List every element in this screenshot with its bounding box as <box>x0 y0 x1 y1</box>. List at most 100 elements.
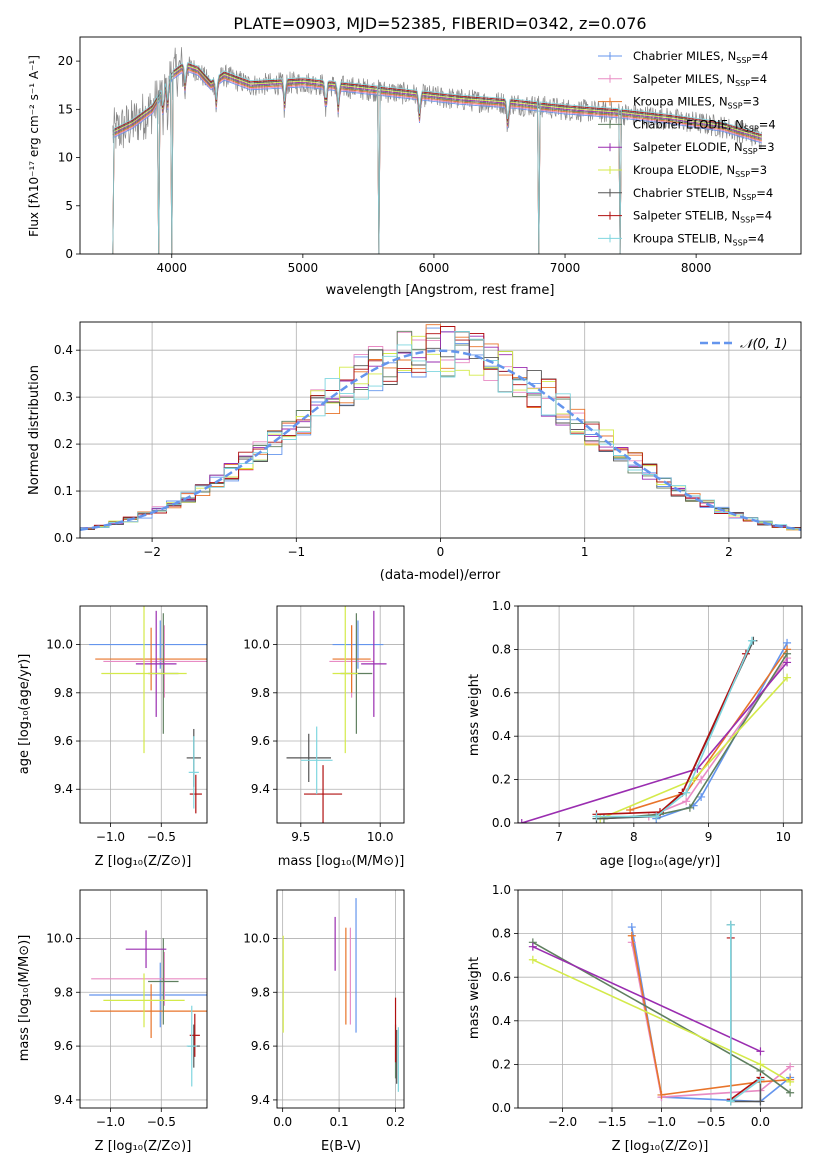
y-tick-label: 9.8 <box>251 686 270 700</box>
y-tick-label: 0.1 <box>54 484 73 498</box>
legend-label-subscript: SSP <box>733 238 748 247</box>
kroupa-stelib-massweight-point <box>682 788 691 797</box>
legend-label: Kroupa STELIB, NSSP=4 <box>633 231 764 247</box>
legend-label-subscript: SSP <box>741 193 756 202</box>
kroupa-stelib-residual-histogram <box>80 330 801 538</box>
kroupa-stelib-massweight-line <box>596 640 753 818</box>
legend-label-text: Salpeter MILES, N <box>633 72 735 86</box>
y-tick-label: 9.4 <box>54 1093 73 1107</box>
massweight-vs-age-panel: 7 8 9 10 0.0 0.2 0.4 0.6 0.8 1.0 age [log₁₀(age/y… <box>467 599 803 869</box>
salpeter-stelib-massweight-line <box>596 653 747 816</box>
legend-label-count: =3 <box>743 95 760 109</box>
legend-label: Chabrier ELODIE, NSSP=4 <box>633 117 776 133</box>
x-tick-label: 0.1 <box>330 1115 349 1129</box>
legend-label: Chabrier MILES, NSSP=4 <box>633 49 768 65</box>
x-tick-label: 5000 <box>288 261 319 275</box>
axes-frame <box>276 605 405 824</box>
y-tick-label: 0.8 <box>492 927 511 941</box>
legend-label-subscript: SSP <box>743 147 758 156</box>
plot-area <box>528 920 795 1106</box>
salpeter-miles-model-spectrum <box>112 70 762 254</box>
y-tick-label: 0.0 <box>54 531 73 545</box>
y-tick-label: 15 <box>58 102 73 116</box>
legend-label-count: =4 <box>750 72 767 86</box>
y-tick-label: 0.0 <box>492 816 511 830</box>
y-tick-label: 9.6 <box>251 734 270 748</box>
kroupa-elodie-massweight-point <box>756 1060 765 1069</box>
kroupa-stelib-model-spectrum <box>112 62 762 254</box>
spectrum-y-label: Flux [fλ10⁻¹⁷ erg cm⁻² s⁻¹ A⁻¹] <box>27 55 41 237</box>
y-tick-label: 9.4 <box>251 1093 270 1107</box>
salpeter-miles-massweight-point <box>682 797 691 806</box>
x-tick-label: 7000 <box>550 261 581 275</box>
legend-label-subscript: SSP <box>736 56 751 65</box>
histogram-x-label: (data-model)/error <box>380 568 501 583</box>
y-tick-label: 0.2 <box>492 1057 511 1071</box>
kroupa-elodie-massweight-point <box>783 673 792 682</box>
y-tick-label: 0.4 <box>492 729 511 743</box>
axes-frame <box>517 605 803 824</box>
age-vs-z-x-label: Z [log₁₀(Z/Z⊙)] <box>95 854 192 869</box>
legend-label-text: Kroupa STELIB, N <box>633 231 733 245</box>
salpeter-miles-massweight-point <box>786 1062 795 1071</box>
kroupa-elodie-model-spectrum <box>112 65 762 254</box>
x-tick-label: 0.0 <box>273 1115 292 1129</box>
y-tick-label: 10 <box>58 151 73 165</box>
massweight-vs-metallicity-panel: −2.0 −1.5 −1.0 −0.5 0.0 0.0 0.2 0.4 0.6 0.8 1.0 Z … <box>467 883 803 1154</box>
axes-frame <box>79 36 802 255</box>
y-tick-label: 5 <box>65 199 73 213</box>
axes-frame <box>79 889 208 1109</box>
y-tick-label: 9.8 <box>54 686 73 700</box>
age-vs-metallicity-panel: −1.0 −0.5 9.4 9.6 9.8 10.0 Z [log₁₀(Z/Z⊙)] ag… <box>17 605 208 869</box>
x-tick-label: −1.5 <box>597 1115 626 1129</box>
chabrier-miles-model-spectrum <box>112 71 762 144</box>
chabrier-elodie-model-spectrum <box>112 68 762 140</box>
histogram-legend: 𝒩(0, 1) <box>700 337 787 352</box>
plot-area <box>80 324 801 538</box>
age-vs-mass-panel: 9.5 10.0 9.4 9.6 9.8 10.0 mass [log₁₀(M/M⊙)] <box>243 605 405 869</box>
x-tick-label: 8000 <box>681 261 712 275</box>
plot-area <box>112 47 762 254</box>
massweight-vs-age-x-label: age [log₁₀(age/yr)] <box>600 854 721 869</box>
x-tick-label: −2.0 <box>548 1115 577 1129</box>
axes-frame <box>79 605 208 824</box>
axes-frame <box>517 889 803 1109</box>
y-tick-label: 9.4 <box>251 782 270 796</box>
gridlines <box>518 605 802 824</box>
legend-label-text: Salpeter ELODIE, N <box>633 140 743 154</box>
gridlines <box>277 606 404 823</box>
legend-label: Salpeter STELIB, NSSP=4 <box>633 209 772 225</box>
legend-label-text: Kroupa ELODIE, N <box>633 163 735 177</box>
salpeter-elodie-model-spectrum <box>112 66 762 254</box>
histogram-y-label: Normed distribution <box>27 365 42 495</box>
kroupa-stelib-massweight-point <box>726 1097 735 1106</box>
legend-label-subscript: SSP <box>735 170 750 179</box>
x-tick-label: 0.2 <box>386 1115 405 1129</box>
x-tick-label: 7 <box>555 830 563 844</box>
massweight-vs-age-y-label: mass weight <box>467 674 482 756</box>
y-tick-label: 9.6 <box>54 1039 73 1053</box>
kroupa-stelib-massweight-line <box>729 924 761 1104</box>
legend-label-text: Chabrier ELODIE, N <box>633 117 744 131</box>
kroupa-stelib-massweight-point <box>652 812 661 821</box>
legend-label-count: =4 <box>755 209 772 223</box>
chabrier-stelib-model-spectrum <box>112 64 762 137</box>
legend-label-text: Chabrier MILES, N <box>633 49 736 63</box>
x-tick-label: 10 <box>776 830 791 844</box>
mass-vs-ebv-x-label: E(B-V) <box>321 1139 361 1154</box>
salpeter-elodie-massweight-line <box>532 945 761 1053</box>
kroupa-stelib-massweight-point <box>756 1075 765 1084</box>
x-tick-label: 6000 <box>419 261 450 275</box>
x-tick-label: 2 <box>725 545 733 559</box>
x-tick-label: −1.0 <box>96 830 125 844</box>
y-tick-label: 10.0 <box>46 931 73 945</box>
legend-label-text: Salpeter STELIB, N <box>633 209 740 223</box>
y-tick-label: 0.8 <box>492 642 511 656</box>
y-tick-label: 9.8 <box>54 985 73 999</box>
legend-label-count: =4 <box>748 231 765 245</box>
gridlines <box>277 890 404 1108</box>
chabrier-elodie-massweight-point <box>685 803 694 812</box>
plot-area <box>282 898 399 1092</box>
